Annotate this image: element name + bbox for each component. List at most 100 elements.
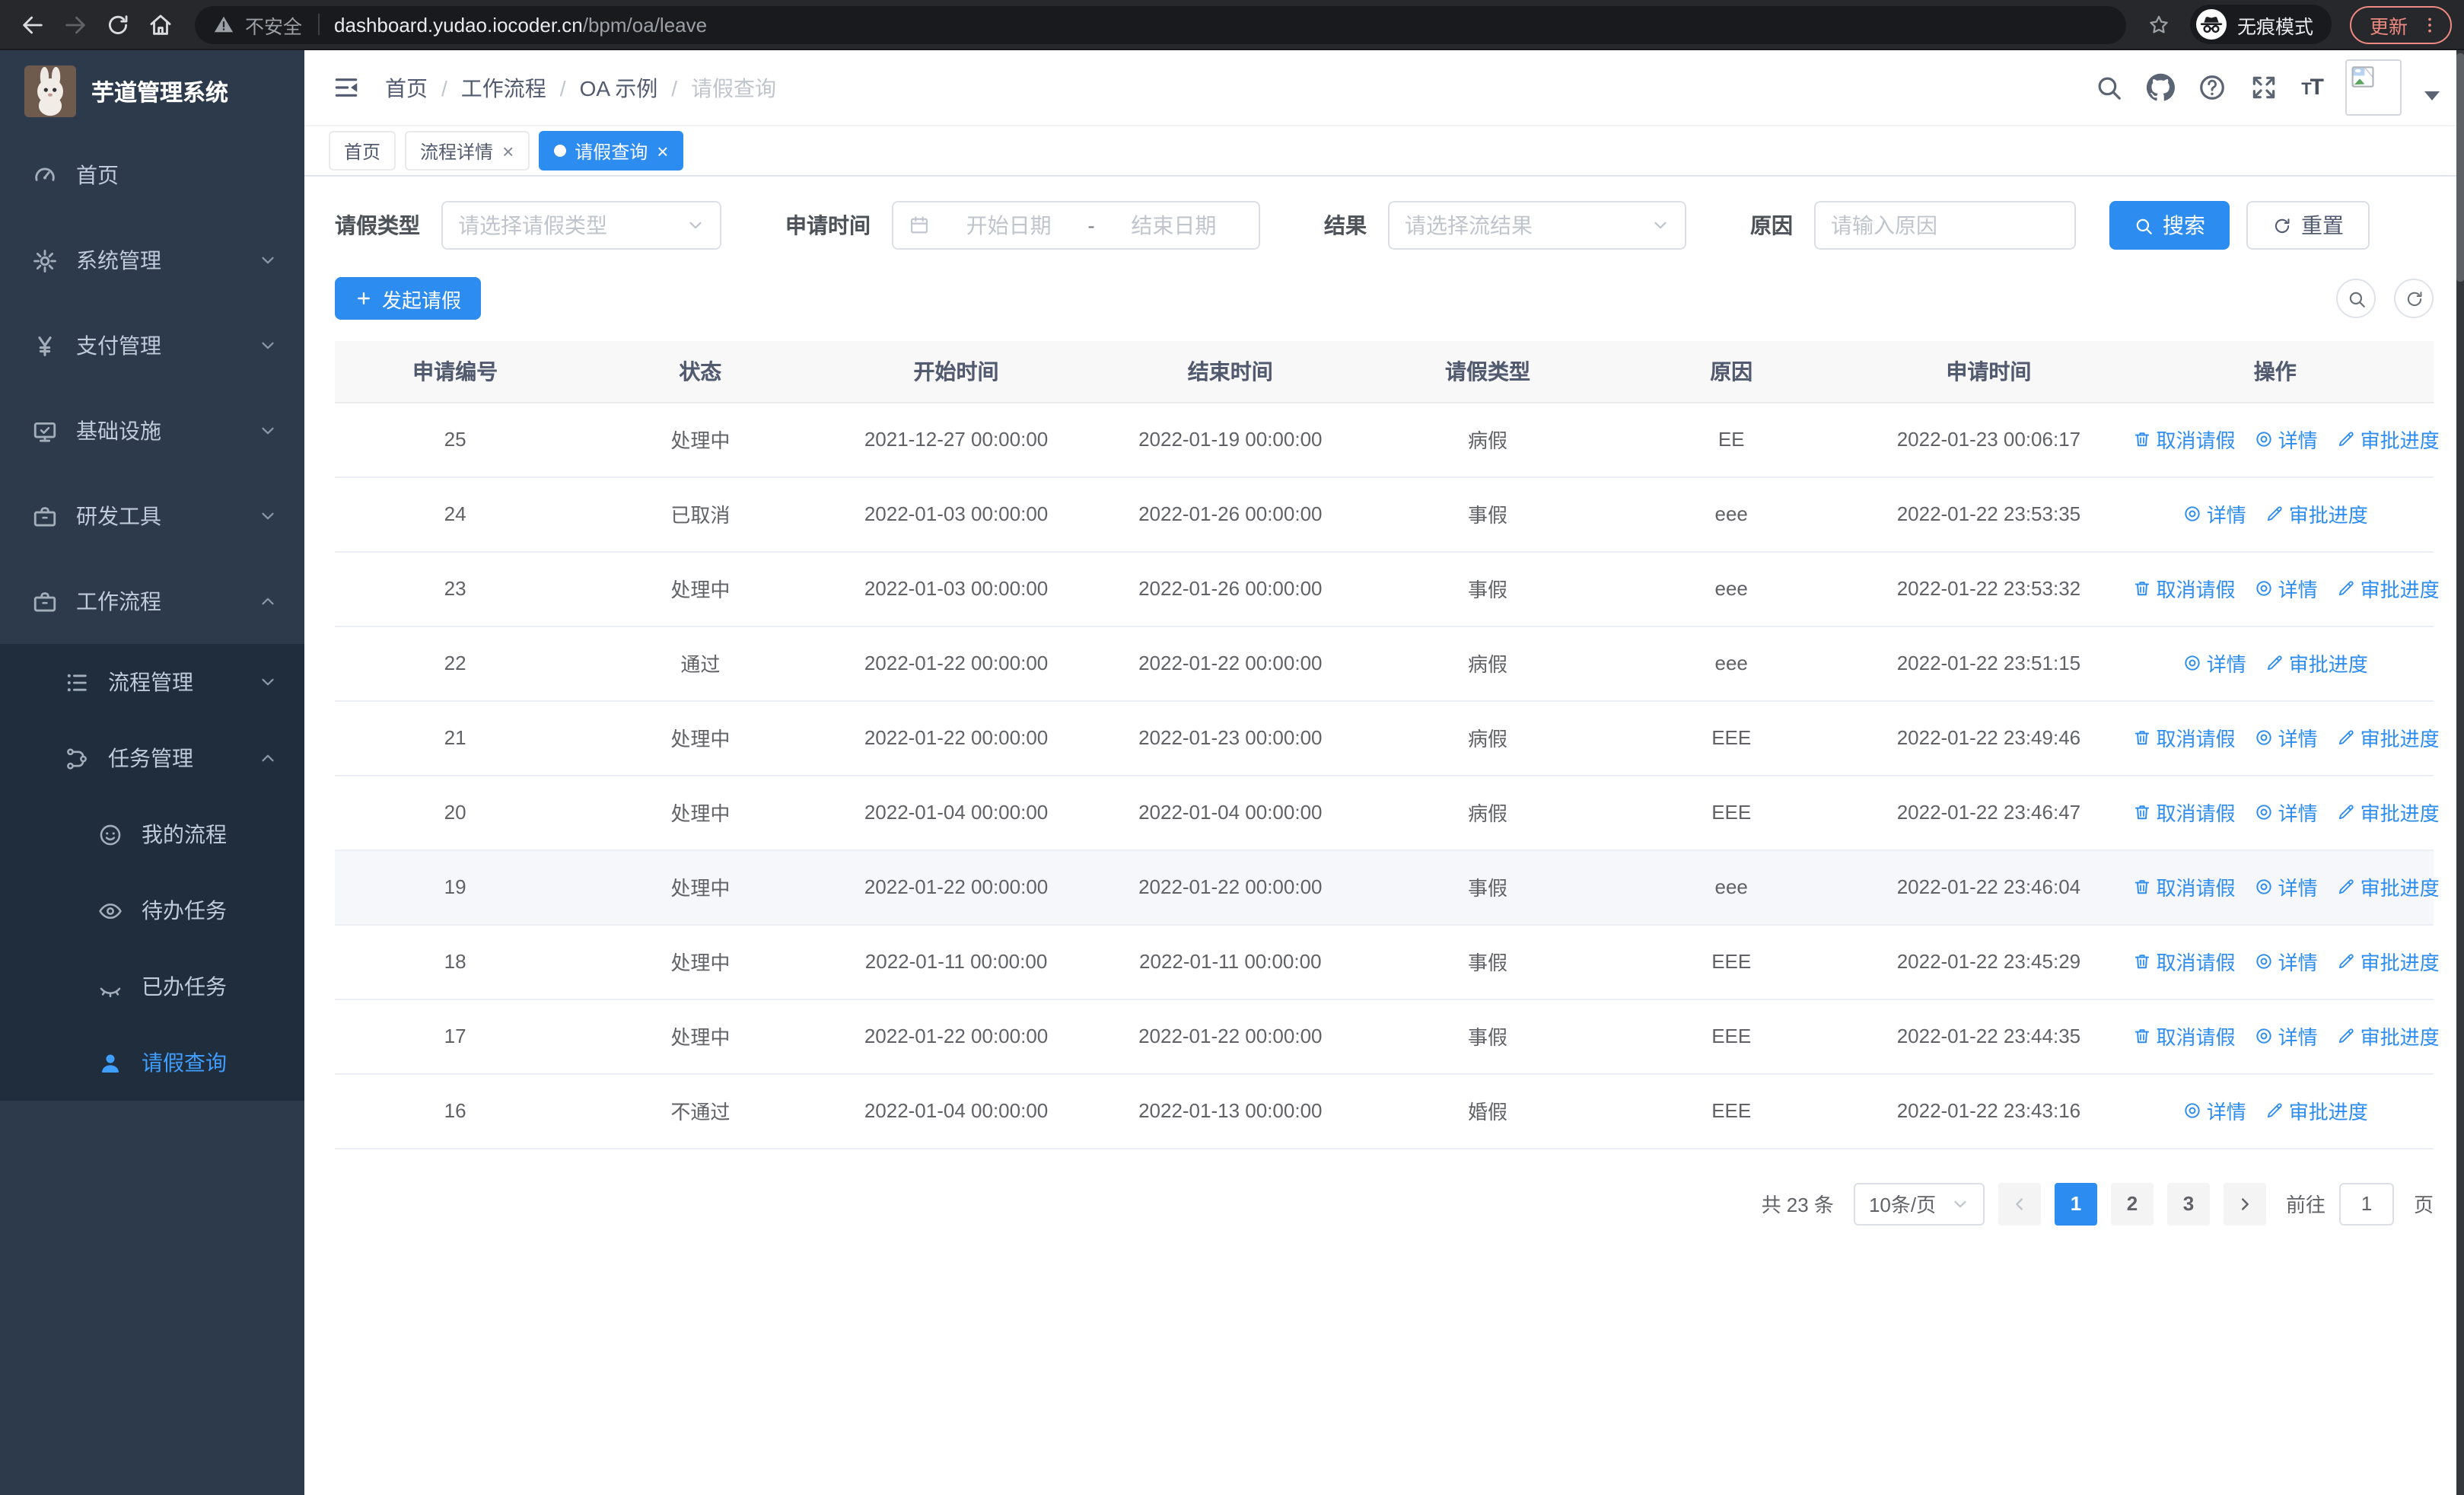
prev-page-button[interactable] <box>1998 1182 2041 1225</box>
close-icon[interactable]: × <box>502 139 514 162</box>
leave-type-select[interactable]: 请选择请假类型 <box>441 201 721 250</box>
address-bar[interactable]: 不安全 dashboard.yudao.iocoder.cn/bpm/oa/le… <box>195 5 2126 43</box>
cell-id: 18 <box>335 924 576 999</box>
table-row: 23 处理中 2022-01-03 00:00:00 2022-01-26 00:00… <box>335 551 2440 626</box>
detail-link[interactable]: 详情 <box>2254 574 2318 603</box>
apply-time-range-picker[interactable]: 开始日期 - 结束日期 <box>892 201 1260 250</box>
sidebar-item-label: 研发工具 <box>76 504 161 528</box>
browser-back-button[interactable] <box>12 5 52 44</box>
page-button-2[interactable]: 2 <box>2110 1182 2154 1225</box>
github-icon[interactable] <box>2146 73 2176 102</box>
cancel-link[interactable]: 取消请假 <box>2132 872 2236 901</box>
sidebar-item-payment[interactable]: 支付管理 <box>0 303 304 388</box>
result-select[interactable]: 请选择流结果 <box>1388 201 1686 250</box>
sidebar-collapse-button[interactable] <box>332 73 361 102</box>
progress-link[interactable]: 审批进度 <box>2336 723 2440 752</box>
detail-link[interactable]: 详情 <box>2254 872 2318 901</box>
progress-link[interactable]: 审批进度 <box>2336 425 2440 454</box>
scrollbar-thumb[interactable] <box>2456 53 2464 282</box>
tab-leave-query[interactable]: 请假查询 × <box>538 131 684 171</box>
cell-reason: EEE <box>1602 999 1861 1074</box>
cancel-link[interactable]: 取消请假 <box>2132 947 2236 976</box>
browser-home-button[interactable] <box>140 5 180 44</box>
bookmark-star-icon[interactable] <box>2141 6 2178 43</box>
person-icon <box>97 1050 123 1076</box>
cancel-link[interactable]: 取消请假 <box>2132 798 2236 827</box>
help-icon[interactable] <box>2198 73 2227 102</box>
incognito-badge: 无痕模式 <box>2189 5 2332 44</box>
detail-link[interactable]: 详情 <box>2254 1022 2318 1050</box>
avatar-caret-down-icon[interactable] <box>2424 91 2440 100</box>
sidebar-item-process-mgmt[interactable]: 流程管理 <box>0 644 304 720</box>
sidebar-item-infra[interactable]: 基础设施 <box>0 388 304 473</box>
sidebar-item-workflow[interactable]: 工作流程 <box>0 559 304 644</box>
tab-process-detail[interactable]: 流程详情 × <box>405 131 530 171</box>
progress-link[interactable]: 审批进度 <box>2265 499 2368 528</box>
fullscreen-icon[interactable] <box>2249 73 2278 102</box>
detail-link[interactable]: 详情 <box>2254 723 2318 752</box>
cell-id: 20 <box>335 775 576 850</box>
page-size-select[interactable]: 10条/页 <box>1853 1182 1985 1225</box>
sidebar-item-todo-tasks[interactable]: 待办任务 <box>0 872 304 948</box>
search-icon[interactable] <box>2094 73 2123 102</box>
chevron-down-icon <box>259 507 277 525</box>
browser-reload-button[interactable] <box>97 5 137 44</box>
detail-link[interactable]: 详情 <box>2254 798 2318 827</box>
reset-button[interactable]: 重置 <box>2246 201 2370 250</box>
detail-link[interactable]: 详情 <box>2254 425 2318 454</box>
search-button[interactable]: 搜索 <box>2109 201 2230 250</box>
browser-forward-button[interactable] <box>55 5 94 44</box>
sidebar-item-done-tasks[interactable]: 已办任务 <box>0 948 304 1025</box>
breadcrumb-home[interactable]: 首页 <box>385 75 428 100</box>
progress-link[interactable]: 审批进度 <box>2336 947 2440 976</box>
page-button-3[interactable]: 3 <box>2166 1182 2210 1225</box>
cell-apply-time: 2022-01-22 23:43:16 <box>1861 1073 2117 1149</box>
search-button-label: 搜索 <box>2163 213 2205 237</box>
avatar[interactable] <box>2345 59 2402 116</box>
edit-icon <box>2265 1101 2284 1120</box>
sidebar-item-system[interactable]: 系统管理 <box>0 218 304 303</box>
browser-menu-kebab-icon[interactable] <box>2420 13 2440 36</box>
cell-actions: 详情 审批进度 <box>2116 1073 2434 1149</box>
sidebar-item-leave-query[interactable]: 请假查询 <box>0 1025 304 1101</box>
progress-link[interactable]: 审批进度 <box>2336 1022 2440 1050</box>
cancel-link[interactable]: 取消请假 <box>2132 1022 2236 1050</box>
plus-icon <box>355 289 373 308</box>
chevron-down-icon <box>686 216 705 234</box>
reason-input[interactable]: 请输入原因 <box>1814 201 2076 250</box>
close-icon[interactable]: × <box>657 139 669 162</box>
sidebar-item-my-process[interactable]: 我的流程 <box>0 796 304 872</box>
tab-home[interactable]: 首页 <box>329 131 396 171</box>
cancel-link[interactable]: 取消请假 <box>2132 425 2236 454</box>
detail-link[interactable]: 详情 <box>2182 649 2246 677</box>
progress-link[interactable]: 审批进度 <box>2265 1096 2368 1125</box>
table-search-button[interactable] <box>2336 279 2376 318</box>
next-page-button[interactable] <box>2223 1182 2266 1225</box>
column-header-5: 原因 <box>1602 341 1861 403</box>
progress-link[interactable]: 审批进度 <box>2336 574 2440 603</box>
trash-icon <box>2132 952 2152 971</box>
detail-link[interactable]: 详情 <box>2182 499 2246 528</box>
progress-link[interactable]: 审批进度 <box>2336 798 2440 827</box>
progress-link[interactable]: 审批进度 <box>2336 872 2440 901</box>
breadcrumb-oa-example[interactable]: OA 示例 <box>579 75 658 100</box>
sidebar-item-home[interactable]: 首页 <box>0 132 304 218</box>
bullseye-icon <box>2182 653 2202 673</box>
detail-link[interactable]: 详情 <box>2254 947 2318 976</box>
breadcrumb-workflow[interactable]: 工作流程 <box>460 75 546 100</box>
progress-link[interactable]: 审批进度 <box>2265 649 2368 677</box>
page-button-1[interactable]: 1 <box>2054 1182 2097 1225</box>
sidebar-item-task-mgmt[interactable]: 任务管理 <box>0 720 304 796</box>
browser-scrollbar[interactable] <box>2456 50 2464 1495</box>
detail-link[interactable]: 详情 <box>2182 1096 2246 1125</box>
sidebar-item-devtools[interactable]: 研发工具 <box>0 473 304 559</box>
browser-update-button[interactable]: 更新 <box>2349 5 2452 43</box>
cancel-link[interactable]: 取消请假 <box>2132 574 2236 603</box>
table-refresh-button[interactable] <box>2394 279 2434 318</box>
cell-start-time: 2022-01-11 00:00:00 <box>825 924 1087 999</box>
goto-page-input[interactable] <box>2338 1182 2394 1225</box>
table-row: 22 通过 2022-01-22 00:00:00 2022-01-22 00:00:… <box>335 626 2434 701</box>
cancel-link[interactable]: 取消请假 <box>2132 723 2236 752</box>
create-leave-button[interactable]: 发起请假 <box>335 277 482 320</box>
